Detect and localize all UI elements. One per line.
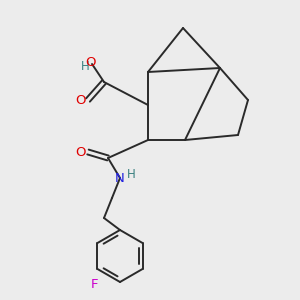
Text: N: N	[115, 172, 125, 185]
Text: F: F	[90, 278, 98, 292]
Text: O: O	[76, 94, 86, 107]
Text: O: O	[86, 56, 96, 70]
Text: H: H	[81, 59, 89, 73]
Text: H: H	[127, 167, 135, 181]
Text: O: O	[76, 146, 86, 160]
